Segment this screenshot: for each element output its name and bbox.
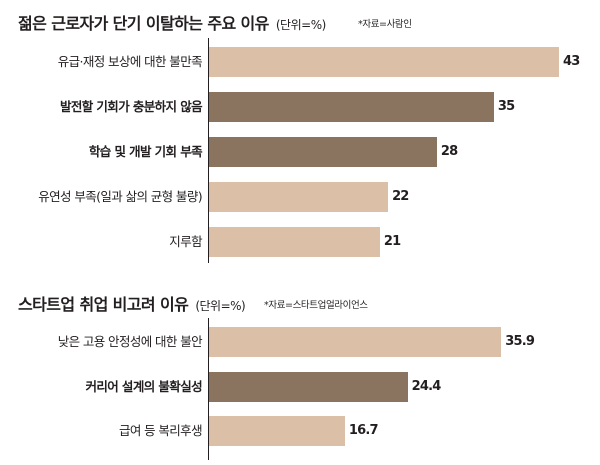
chart-title: 젊은 근로자가 단기 이탈하는 주요 이유 [18,14,269,33]
category-label: 학습 및 개발 기회 부족 [88,144,203,159]
value-label: 35 [497,99,515,114]
chart-title: 스타트업 취업 비고려 이유 [18,295,189,314]
category-label: 지루함 [169,234,202,249]
bar [209,227,380,257]
category-label: 유연성 부족(일과 삶의 균형 불량) [38,189,202,204]
chart-title-row: 스타트업 취업 비고려 이유 (단위=%) [18,291,246,315]
chart-unit: (단위=%) [275,18,326,32]
bar [209,92,494,122]
chart-source: *자료=스타트업얼라이언스 [264,300,368,311]
category-label: 급여 등 복리후생 [118,423,203,438]
value-label: 28 [440,144,458,159]
value-label: 35.9 [505,334,535,349]
category-label: 유급·재정 보상에 대한 불만족 [57,54,203,69]
bar [209,182,389,212]
category-label: 낮은 고용 안정성에 대한 불안 [57,334,203,349]
value-label: 24.4 [411,378,442,394]
value-label: 22 [392,189,409,204]
category-axis [208,318,209,460]
bar [209,371,408,402]
category-axis [208,38,209,263]
category-label: 발전할 기회가 충분하지 않음 [59,99,203,114]
bar [209,47,559,77]
bar [209,327,502,357]
bar [209,416,345,446]
chart-unit: (단위=%) [195,299,246,313]
chart-source: *자료=사람인 [358,19,412,30]
value-label: 16.7 [348,423,379,438]
bar [209,137,437,167]
chart-short-term-leave-reasons: 젊은 근로자가 단기 이탈하는 주요 이유 (단위=%) *자료=사람인 유급·… [18,10,580,263]
category-label: 커리어 설계의 불확실성 [85,378,202,394]
value-label: 43 [563,54,580,69]
chart-title-row: 젊은 근로자가 단기 이탈하는 주요 이유 (단위=%) [18,10,326,34]
value-label: 21 [383,234,401,249]
